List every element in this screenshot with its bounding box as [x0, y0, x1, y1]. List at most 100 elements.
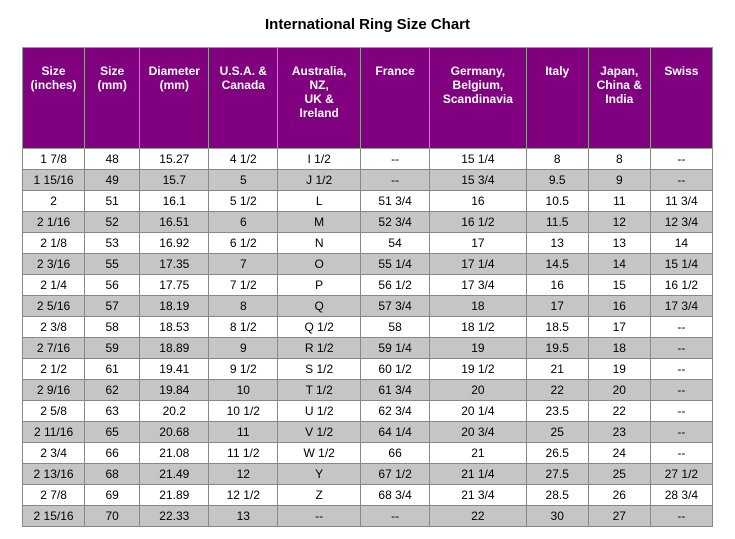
cell-11-8: 20 — [588, 380, 650, 401]
cell-8-8: 17 — [588, 317, 650, 338]
cell-6-9: 16 1/2 — [650, 275, 712, 296]
cell-4-2: 16.92 — [140, 233, 209, 254]
cell-6-3: 7 1/2 — [209, 275, 278, 296]
cell-11-5: 61 3/4 — [361, 380, 430, 401]
ring-size-table: Size(inches)Size(mm)Diameter(mm)U.S.A. &… — [22, 47, 713, 527]
cell-12-9: -- — [650, 401, 712, 422]
cell-16-0: 2 7/8 — [23, 485, 85, 506]
cell-14-0: 2 3/4 — [23, 443, 85, 464]
cell-12-0: 2 5/8 — [23, 401, 85, 422]
cell-0-4: I 1/2 — [278, 149, 361, 170]
cell-16-2: 21.89 — [140, 485, 209, 506]
cell-10-9: -- — [650, 359, 712, 380]
cell-4-3: 6 1/2 — [209, 233, 278, 254]
table-row: 2 1/85316.926 1/2N5417131314 — [23, 233, 713, 254]
cell-15-5: 67 1/2 — [361, 464, 430, 485]
cell-0-6: 15 1/4 — [430, 149, 527, 170]
cell-9-8: 18 — [588, 338, 650, 359]
cell-7-6: 18 — [430, 296, 527, 317]
col-header-5: France — [361, 48, 430, 149]
cell-14-1: 66 — [85, 443, 140, 464]
table-row: 2 3/85818.538 1/2Q 1/25818 1/218.517-- — [23, 317, 713, 338]
cell-0-3: 4 1/2 — [209, 149, 278, 170]
cell-7-3: 8 — [209, 296, 278, 317]
cell-2-4: L — [278, 191, 361, 212]
cell-3-2: 16.51 — [140, 212, 209, 233]
cell-5-2: 17.35 — [140, 254, 209, 275]
cell-4-8: 13 — [588, 233, 650, 254]
cell-10-3: 9 1/2 — [209, 359, 278, 380]
cell-5-0: 2 3/16 — [23, 254, 85, 275]
cell-12-7: 23.5 — [526, 401, 588, 422]
cell-7-7: 17 — [526, 296, 588, 317]
cell-6-1: 56 — [85, 275, 140, 296]
cell-4-7: 13 — [526, 233, 588, 254]
table-row: 2 5/165718.198Q57 3/418171617 3/4 — [23, 296, 713, 317]
cell-13-5: 64 1/4 — [361, 422, 430, 443]
cell-8-4: Q 1/2 — [278, 317, 361, 338]
table-row: 2 11/166520.6811V 1/264 1/420 3/42523-- — [23, 422, 713, 443]
col-header-2: Diameter(mm) — [140, 48, 209, 149]
cell-6-6: 17 3/4 — [430, 275, 527, 296]
cell-2-1: 51 — [85, 191, 140, 212]
cell-5-7: 14.5 — [526, 254, 588, 275]
cell-16-1: 69 — [85, 485, 140, 506]
cell-13-9: -- — [650, 422, 712, 443]
cell-4-4: N — [278, 233, 361, 254]
cell-11-3: 10 — [209, 380, 278, 401]
cell-15-3: 12 — [209, 464, 278, 485]
cell-6-0: 2 1/4 — [23, 275, 85, 296]
table-row: 2 13/166821.4912Y67 1/221 1/427.52527 1/… — [23, 464, 713, 485]
cell-8-3: 8 1/2 — [209, 317, 278, 338]
cell-7-0: 2 5/16 — [23, 296, 85, 317]
cell-15-4: Y — [278, 464, 361, 485]
table-row: 1 15/164915.75J 1/2--15 3/49.59-- — [23, 170, 713, 191]
cell-10-4: S 1/2 — [278, 359, 361, 380]
table-row: 2 3/46621.0811 1/2W 1/2662126.524-- — [23, 443, 713, 464]
cell-13-4: V 1/2 — [278, 422, 361, 443]
table-row: 1 7/84815.274 1/2I 1/2--15 1/488-- — [23, 149, 713, 170]
cell-13-8: 23 — [588, 422, 650, 443]
cell-14-3: 11 1/2 — [209, 443, 278, 464]
cell-8-6: 18 1/2 — [430, 317, 527, 338]
table-row: 2 1/165216.516M52 3/416 1/211.51212 3/4 — [23, 212, 713, 233]
cell-1-2: 15.7 — [140, 170, 209, 191]
cell-5-9: 15 1/4 — [650, 254, 712, 275]
table-row: 2 7/165918.899R 1/259 1/41919.518-- — [23, 338, 713, 359]
col-header-4: Australia,NZ,UK &Ireland — [278, 48, 361, 149]
col-header-6: Germany,Belgium,Scandinavia — [430, 48, 527, 149]
cell-13-0: 2 11/16 — [23, 422, 85, 443]
cell-6-4: P — [278, 275, 361, 296]
cell-0-9: -- — [650, 149, 712, 170]
cell-0-8: 8 — [588, 149, 650, 170]
cell-0-1: 48 — [85, 149, 140, 170]
cell-6-7: 16 — [526, 275, 588, 296]
cell-5-4: O — [278, 254, 361, 275]
cell-2-5: 51 3/4 — [361, 191, 430, 212]
cell-11-9: -- — [650, 380, 712, 401]
cell-0-7: 8 — [526, 149, 588, 170]
col-header-7: Italy — [526, 48, 588, 149]
cell-7-9: 17 3/4 — [650, 296, 712, 317]
cell-16-8: 26 — [588, 485, 650, 506]
cell-3-3: 6 — [209, 212, 278, 233]
cell-15-9: 27 1/2 — [650, 464, 712, 485]
cell-1-5: -- — [361, 170, 430, 191]
cell-7-5: 57 3/4 — [361, 296, 430, 317]
cell-16-7: 28.5 — [526, 485, 588, 506]
cell-15-7: 27.5 — [526, 464, 588, 485]
cell-5-8: 14 — [588, 254, 650, 275]
cell-11-0: 2 9/16 — [23, 380, 85, 401]
cell-1-1: 49 — [85, 170, 140, 191]
cell-3-6: 16 1/2 — [430, 212, 527, 233]
cell-3-8: 12 — [588, 212, 650, 233]
cell-14-4: W 1/2 — [278, 443, 361, 464]
cell-9-2: 18.89 — [140, 338, 209, 359]
cell-14-7: 26.5 — [526, 443, 588, 464]
cell-9-9: -- — [650, 338, 712, 359]
cell-3-1: 52 — [85, 212, 140, 233]
cell-9-0: 2 7/16 — [23, 338, 85, 359]
cell-0-0: 1 7/8 — [23, 149, 85, 170]
cell-8-7: 18.5 — [526, 317, 588, 338]
cell-16-9: 28 3/4 — [650, 485, 712, 506]
